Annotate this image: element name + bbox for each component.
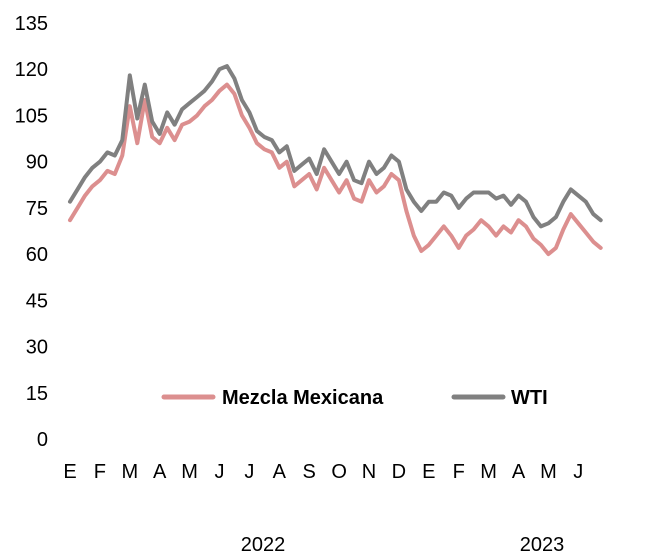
y-tick-label: 90 xyxy=(26,152,48,174)
series-line-wti xyxy=(68,64,603,229)
x-tick-label: F xyxy=(94,461,106,483)
y-tick-label: 105 xyxy=(15,105,48,127)
x-tick-label: F xyxy=(453,461,465,483)
x-tick-label: A xyxy=(153,461,167,483)
x-tick-label: D xyxy=(392,461,406,483)
y-tick-label: 30 xyxy=(26,337,48,359)
x-tick-label: A xyxy=(273,461,287,483)
legend-label-wti: WTI xyxy=(511,387,548,409)
y-tick-label: 0 xyxy=(37,429,48,451)
y-tick-label: 60 xyxy=(26,244,48,266)
x-tick-label: E xyxy=(63,461,76,483)
y-tick-label: 15 xyxy=(26,383,48,405)
x-tick-label: J xyxy=(244,461,254,483)
y-tick-label: 135 xyxy=(15,13,48,35)
x-tick-label: M xyxy=(181,461,198,483)
x-tick-label: S xyxy=(303,461,316,483)
x-tick-label: O xyxy=(331,461,347,483)
x-tick-label: A xyxy=(512,461,526,483)
y-axis: 0 15 30 45 60 75 90 105 120 135 xyxy=(15,13,48,451)
x-tick-label: M xyxy=(121,461,138,483)
x-tick-label: J xyxy=(573,461,583,483)
year-label: 2023 xyxy=(520,534,565,552)
series-layer xyxy=(68,64,603,257)
y-tick-label: 120 xyxy=(15,59,48,81)
y-tick-label: 75 xyxy=(26,198,48,220)
x-tick-label: M xyxy=(480,461,497,483)
x-tick-label: N xyxy=(362,461,376,483)
x-tick-label: J xyxy=(215,461,225,483)
x-tick-label: E xyxy=(422,461,435,483)
y-tick-label: 45 xyxy=(26,290,48,312)
year-label: 2022 xyxy=(241,534,286,552)
year-labels: 2022 2023 xyxy=(241,534,565,552)
x-tick-label: M xyxy=(540,461,557,483)
series-line-mezcla-mexicana xyxy=(68,82,603,257)
legend-label-mezcla: Mezcla Mexicana xyxy=(222,387,384,409)
legend: Mezcla Mexicana WTI xyxy=(161,387,548,409)
